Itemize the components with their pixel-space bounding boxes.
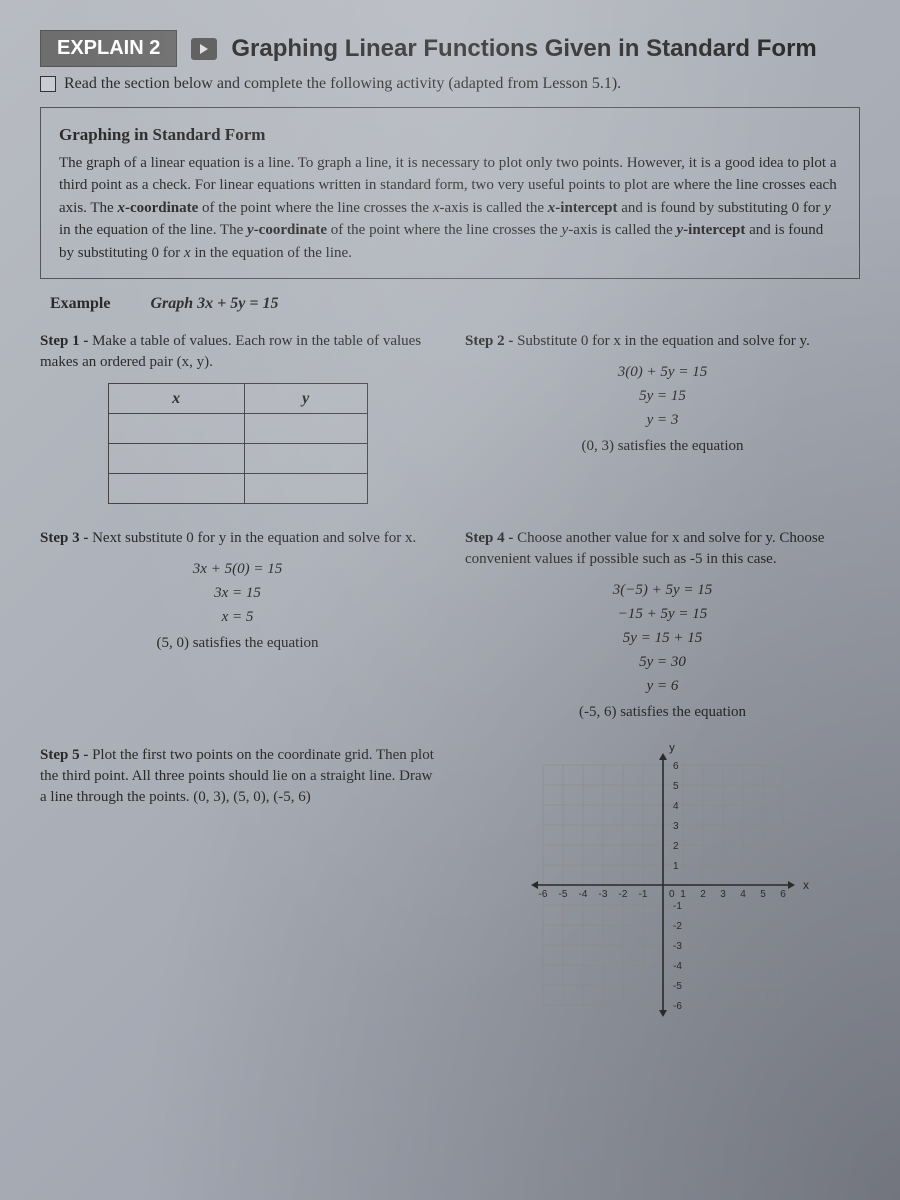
checkbox-icon[interactable] — [40, 76, 56, 92]
box-body: The graph of a linear equation is a line… — [59, 152, 841, 265]
svg-text:5: 5 — [760, 889, 766, 900]
grid-svg: -6-5-4-3-2-10123456123456-1-2-3-4-5-6xy — [513, 745, 813, 1025]
svg-text:1: 1 — [673, 861, 679, 872]
svg-text:-6: -6 — [673, 1001, 682, 1012]
page-title: Graphing Linear Functions Given in Stand… — [231, 35, 816, 63]
step5: Step 5 - Plot the first two points on th… — [40, 745, 435, 816]
svg-text:-4: -4 — [673, 961, 682, 972]
svg-text:3: 3 — [720, 889, 726, 900]
svg-text:0: 0 — [669, 889, 675, 900]
svg-text:2: 2 — [673, 841, 679, 852]
step4: Step 4 - Choose another value for x and … — [465, 528, 860, 721]
explanation-box: Graphing in Standard Form The graph of a… — [40, 107, 860, 279]
svg-text:-3: -3 — [673, 941, 682, 952]
play-icon — [191, 38, 217, 60]
example-equation: Graph 3x + 5y = 15 — [150, 295, 278, 313]
svg-text:6: 6 — [780, 889, 786, 900]
svg-text:1: 1 — [680, 889, 686, 900]
svg-text:-4: -4 — [578, 889, 587, 900]
svg-text:-2: -2 — [673, 921, 682, 932]
svg-text:4: 4 — [673, 801, 679, 812]
svg-text:x: x — [803, 878, 809, 892]
svg-text:-5: -5 — [673, 981, 682, 992]
svg-text:2: 2 — [700, 889, 706, 900]
svg-text:-2: -2 — [618, 889, 627, 900]
svg-text:4: 4 — [740, 889, 746, 900]
box-title: Graphing in Standard Form — [59, 122, 841, 148]
svg-text:5: 5 — [673, 781, 679, 792]
step3: Step 3 - Next substitute 0 for y in the … — [40, 528, 435, 721]
svg-text:-5: -5 — [558, 889, 567, 900]
svg-text:-3: -3 — [598, 889, 607, 900]
xy-table: xy — [108, 383, 368, 504]
step1: Step 1 - Make a table of values. Each ro… — [40, 331, 435, 504]
svg-text:3: 3 — [673, 821, 679, 832]
explain-badge: EXPLAIN 2 — [40, 30, 177, 67]
svg-text:6: 6 — [673, 761, 679, 772]
coordinate-grid: -6-5-4-3-2-10123456123456-1-2-3-4-5-6xy — [513, 745, 813, 1025]
instruction-text: Read the section below and complete the … — [64, 75, 621, 93]
example-label: Example — [50, 295, 110, 313]
svg-text:-6: -6 — [538, 889, 547, 900]
step2: Step 2 - Substitute 0 for x in the equat… — [465, 331, 860, 504]
svg-text:y: y — [669, 745, 675, 754]
svg-text:-1: -1 — [673, 901, 682, 912]
svg-text:-1: -1 — [638, 889, 647, 900]
